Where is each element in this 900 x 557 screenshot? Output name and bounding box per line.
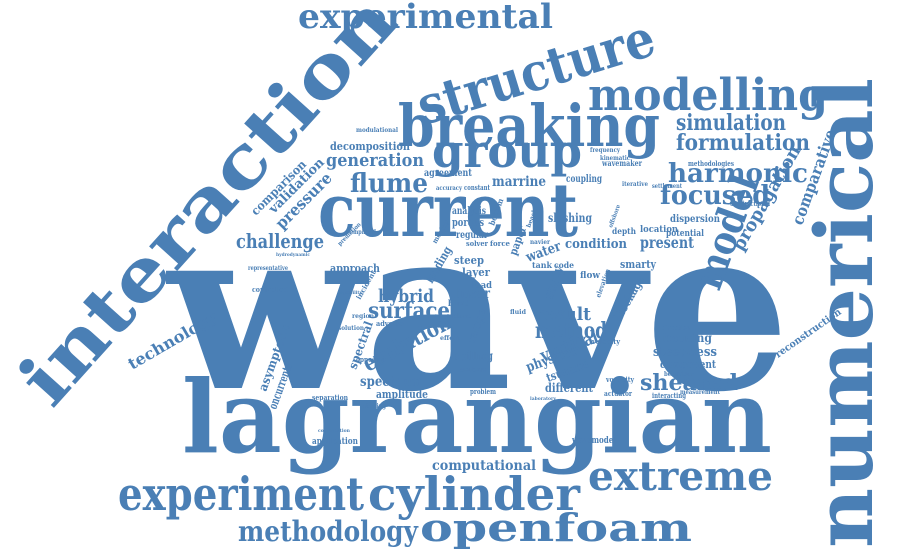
word-spectrum: spectrum — [360, 374, 422, 390]
word-steepness: steepness — [653, 345, 717, 360]
word-steep: steep — [454, 254, 484, 267]
word-interacting: interacting — [652, 391, 686, 400]
word-amplitude: amplitude — [376, 388, 428, 401]
word-focused: focused — [660, 181, 770, 211]
word-porous: porous — [452, 216, 484, 229]
word-present: present — [640, 233, 694, 252]
word-controlled: controlled — [252, 285, 288, 294]
word-focusing: focusing — [660, 331, 713, 345]
word-agreement: agreement — [424, 168, 472, 179]
word-capability: capability — [338, 290, 363, 296]
word-unidirectional: unidirectional — [730, 199, 770, 208]
word-modulational: modulational — [356, 127, 399, 134]
word-harmonic: harmonic — [668, 159, 808, 189]
word-current: current — [318, 168, 578, 254]
word-settlement: settlement — [652, 183, 682, 190]
word-wave: wave — [166, 177, 790, 442]
word-force: force — [490, 239, 511, 248]
word-effect: effect — [440, 335, 460, 342]
word-potential: potential — [666, 229, 704, 239]
word-surface: surface — [368, 298, 450, 324]
word-condition: condition — [565, 237, 627, 252]
word-flume: flume — [350, 169, 428, 199]
word-approach: approach — [330, 262, 380, 275]
word-computational: computational — [432, 458, 536, 474]
word-representative: representative — [248, 265, 288, 272]
word-iterative: iterative — [622, 181, 648, 188]
word-vorticity: vorticity — [605, 375, 635, 384]
word-blind: blind — [448, 298, 470, 308]
word-modelling: modelling — [588, 70, 828, 121]
word-flow: flow — [580, 271, 600, 281]
word-load: load — [472, 281, 493, 291]
word-problem: problem — [470, 387, 496, 396]
word-frequency: frequency — [590, 147, 620, 154]
word-sloshing: sloshing — [548, 211, 592, 225]
word-component: component — [660, 358, 717, 371]
word-numerical: numerical — [797, 78, 891, 548]
word-cylinder: cylinder — [368, 467, 581, 521]
word-fluid: fluid — [510, 309, 527, 316]
word-adverse: adverse — [376, 319, 404, 328]
word-uniform: uniform — [460, 365, 486, 374]
word-wavemaker: wavemaker — [601, 158, 642, 168]
word-methodologies: methodologies — [688, 159, 734, 168]
word-application: application — [312, 437, 358, 447]
word-location: location — [640, 225, 678, 235]
word-layer: layer — [462, 266, 490, 279]
word-region: region — [352, 313, 375, 320]
word-direction: direction — [662, 323, 690, 332]
word-decomposition: decomposition — [330, 140, 410, 153]
word-dispersion: dispersion — [670, 214, 721, 225]
word-different: different — [545, 381, 593, 395]
word-marrine: marrine — [492, 174, 546, 190]
word-generation: generation — [326, 150, 424, 171]
word-extreme: extreme — [588, 453, 773, 500]
word-navier: navier — [530, 239, 551, 246]
word-regular: regular — [456, 230, 489, 241]
word-openfoam: openfoam — [420, 505, 692, 550]
word-linear: linear — [454, 286, 490, 302]
word-behaviour: behaviour — [664, 371, 695, 378]
word-separation: separation — [312, 393, 348, 402]
word-analysis: analysis — [452, 206, 486, 217]
word-piercing: piercing — [362, 403, 387, 410]
word-opposing: opposing — [356, 355, 386, 364]
word-empirical: empirical — [350, 229, 377, 236]
word-method: method — [535, 318, 607, 344]
word-constant: constant — [464, 183, 491, 192]
word-kinematic: kinematic — [600, 155, 630, 162]
word-accuracy: accuracy — [436, 185, 462, 192]
word-tank: tank — [532, 260, 552, 270]
word-sheared: sheared — [640, 370, 738, 396]
word-coupling: coupling — [566, 174, 602, 185]
word-lagrangian: lagrangian — [182, 358, 772, 476]
word-code: code — [554, 260, 574, 270]
word-methodology: methodology — [238, 515, 419, 548]
word-solver: solver — [466, 239, 488, 248]
word-combination: combination — [318, 428, 350, 434]
word-measurement: measurement — [680, 389, 720, 396]
word-experiment: experiment — [118, 467, 365, 521]
word-formulation: formulation — [676, 130, 810, 156]
word-spilling: spilling — [455, 349, 493, 363]
word-solution: solution — [338, 325, 365, 332]
word-laboratory: laboratory — [530, 396, 557, 402]
word-hybrid: hybrid — [378, 286, 434, 307]
word-velocity: velocity — [591, 337, 621, 346]
word-plane: plane — [452, 313, 472, 320]
word-result: result — [535, 304, 592, 325]
word-hydrodynamic: hydrodynamic — [276, 252, 310, 258]
word-simulation: simulation — [676, 110, 786, 136]
word-group: group — [432, 124, 582, 178]
word-challenge: challenge — [236, 229, 324, 253]
word-depth: depth — [612, 226, 636, 236]
word-wavemodel: wavemodel — [571, 436, 616, 446]
word-actuator: actuator — [604, 389, 632, 398]
word-breaking: breaking — [398, 92, 660, 160]
word-smarty: smarty — [620, 258, 657, 271]
word-experimental: experimental — [298, 0, 553, 37]
